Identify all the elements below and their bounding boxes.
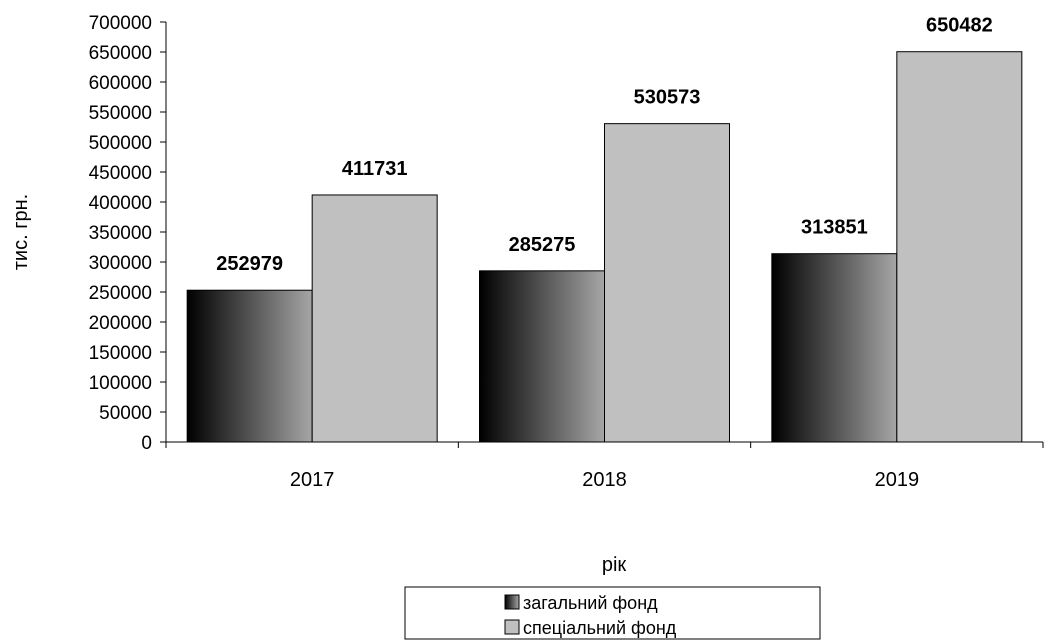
data-label-general-2019: 313851 [801, 217, 868, 239]
y-tick-label: 700000 [89, 13, 152, 34]
bar-general-2019 [771, 253, 898, 443]
bar-special-2018 [604, 123, 730, 443]
y-tick-label: 650000 [89, 43, 152, 64]
bar-special-2017 [311, 194, 438, 443]
y-tick-label: 50000 [99, 403, 152, 424]
legend-label-special: спеціальний фонд [523, 618, 677, 638]
y-tick-label: 100000 [89, 373, 152, 394]
legend-label-general: загальний фонд [523, 593, 658, 613]
data-label-special-2017: 411731 [342, 158, 408, 180]
data-label-special-2018: 530573 [634, 87, 701, 109]
legend-swatch-general [504, 594, 520, 610]
y-tick-label: 550000 [89, 103, 152, 124]
x-tick-label: 2018 [582, 469, 627, 491]
legend-swatch-special [504, 619, 520, 635]
y-tick-label: 200000 [89, 313, 152, 334]
data-label-general-2017: 252979 [216, 253, 283, 275]
y-tick-label: 400000 [89, 193, 152, 214]
data-label-general-2018: 285275 [509, 234, 576, 256]
x-axis-title: рік [602, 554, 627, 576]
bar-general-2018 [479, 270, 605, 443]
y-tick-label: 150000 [89, 343, 152, 364]
legend: загальний фонд спеціальний фонд [404, 586, 821, 640]
x-tick-label: 2019 [875, 469, 920, 491]
y-axis-title: тис. грн. [10, 194, 32, 270]
x-tick-label: 2017 [290, 469, 335, 491]
bar-special-2019 [896, 51, 1023, 443]
y-tick-label: 0 [141, 433, 152, 454]
y-tick-label: 350000 [89, 223, 152, 244]
bar-general-2017 [186, 289, 313, 443]
y-tick-label: 600000 [89, 73, 152, 94]
y-tick-label: 250000 [89, 283, 152, 304]
y-tick-label: 300000 [89, 253, 152, 274]
data-label-special-2019: 650482 [926, 15, 993, 37]
y-tick-label: 450000 [89, 163, 152, 184]
y-tick-label: 500000 [89, 133, 152, 154]
legend-box [404, 586, 821, 640]
